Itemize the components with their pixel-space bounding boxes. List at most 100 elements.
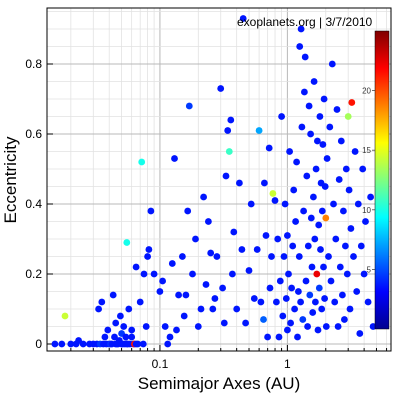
data-point bbox=[353, 288, 361, 295]
data-point bbox=[309, 309, 317, 316]
data-point bbox=[257, 298, 265, 306]
data-point bbox=[207, 249, 215, 257]
data-point bbox=[318, 305, 326, 313]
data-point bbox=[362, 218, 369, 225]
y-tick-label: 0.4 bbox=[25, 197, 42, 211]
data-point bbox=[346, 305, 354, 313]
data-point bbox=[356, 330, 364, 337]
data-point bbox=[292, 218, 299, 225]
data-point bbox=[288, 284, 295, 292]
data-point bbox=[334, 323, 342, 330]
data-point bbox=[225, 148, 233, 155]
data-point bbox=[306, 291, 314, 299]
data-point bbox=[314, 137, 321, 145]
data-point bbox=[331, 298, 339, 306]
y-tick-label: 0.6 bbox=[25, 127, 42, 141]
data-point bbox=[304, 323, 311, 330]
data-point bbox=[161, 323, 169, 330]
chart-annotation: exoplanets.org | 3/7/2010 bbox=[237, 15, 373, 29]
data-point bbox=[305, 102, 313, 110]
data-point bbox=[317, 246, 324, 253]
data-point bbox=[145, 246, 153, 253]
data-point bbox=[268, 253, 275, 260]
data-point bbox=[301, 53, 309, 61]
data-point bbox=[311, 235, 319, 243]
data-point bbox=[319, 141, 327, 148]
x-tick-label: 0.1 bbox=[152, 357, 169, 371]
data-point bbox=[262, 232, 270, 239]
data-point bbox=[320, 95, 328, 103]
data-point bbox=[200, 193, 208, 201]
data-points bbox=[51, 15, 377, 348]
data-point bbox=[303, 172, 311, 180]
data-point bbox=[61, 312, 69, 320]
y-tick-label: 0.8 bbox=[25, 57, 42, 71]
data-point bbox=[281, 200, 289, 208]
data-point bbox=[284, 326, 291, 334]
data-point bbox=[341, 316, 348, 323]
data-point bbox=[340, 207, 347, 215]
data-point bbox=[261, 179, 268, 187]
data-point bbox=[122, 333, 130, 341]
colorbar-tick-label: 10 bbox=[362, 206, 371, 215]
data-point bbox=[150, 270, 158, 278]
data-point bbox=[312, 298, 319, 306]
data-point bbox=[310, 193, 317, 201]
data-point bbox=[307, 130, 314, 138]
data-point bbox=[289, 242, 297, 250]
data-point bbox=[250, 295, 258, 302]
data-point bbox=[350, 253, 357, 260]
data-point bbox=[290, 186, 298, 194]
data-point bbox=[101, 333, 109, 341]
colorbar-tick-label: 5 bbox=[367, 265, 372, 274]
data-point bbox=[138, 158, 146, 166]
data-point bbox=[321, 183, 329, 190]
data-point bbox=[297, 298, 304, 306]
data-point bbox=[117, 312, 124, 320]
data-point bbox=[347, 225, 355, 232]
data-point bbox=[194, 323, 202, 330]
data-point bbox=[264, 333, 271, 341]
data-point bbox=[269, 190, 277, 197]
data-point bbox=[364, 298, 372, 306]
data-point bbox=[104, 326, 112, 334]
data-point bbox=[300, 207, 307, 215]
data-point bbox=[314, 326, 322, 334]
y-tick-label: 0 bbox=[35, 337, 42, 351]
data-point bbox=[67, 340, 75, 348]
data-point bbox=[132, 263, 140, 271]
data-point bbox=[335, 176, 343, 183]
data-point bbox=[247, 200, 255, 208]
data-point bbox=[342, 242, 349, 250]
data-point bbox=[175, 291, 183, 299]
data-point bbox=[217, 85, 225, 92]
data-point bbox=[139, 340, 147, 348]
data-point bbox=[291, 305, 298, 313]
data-point bbox=[293, 158, 300, 166]
data-point bbox=[337, 137, 345, 145]
data-point bbox=[111, 333, 118, 341]
data-point bbox=[351, 148, 359, 155]
data-point bbox=[242, 319, 250, 327]
data-point bbox=[219, 284, 227, 292]
plot-frame bbox=[46, 7, 392, 352]
data-point bbox=[255, 127, 263, 134]
data-point bbox=[112, 319, 120, 327]
data-point bbox=[266, 284, 274, 292]
data-point bbox=[345, 186, 353, 194]
data-point bbox=[299, 316, 307, 323]
data-point bbox=[307, 214, 315, 222]
data-point bbox=[271, 197, 279, 204]
colorbar-tick-label: 15 bbox=[362, 146, 371, 155]
data-point bbox=[205, 218, 212, 225]
data-point bbox=[276, 277, 284, 285]
colorbar-tick-label: 20 bbox=[362, 87, 371, 96]
data-point bbox=[58, 340, 66, 348]
data-point bbox=[159, 277, 167, 285]
data-point bbox=[239, 15, 247, 22]
x-axis-title: Semimajor Axes (AU) bbox=[138, 374, 300, 393]
data-point bbox=[343, 270, 351, 278]
data-point bbox=[171, 155, 178, 162]
data-point bbox=[253, 246, 261, 253]
data-point bbox=[185, 102, 193, 110]
